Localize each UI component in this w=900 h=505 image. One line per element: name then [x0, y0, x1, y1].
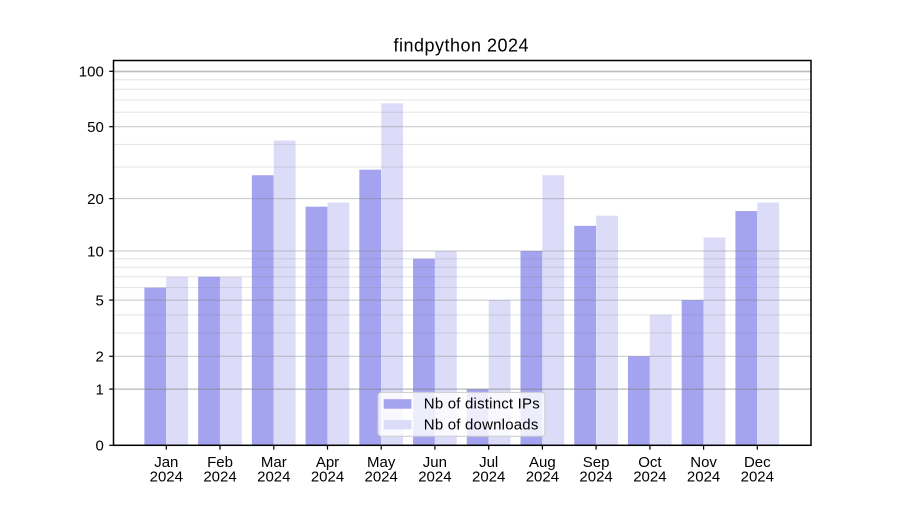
svg-text:2024: 2024 [741, 469, 774, 486]
svg-text:Jan: Jan [154, 454, 178, 471]
svg-text:10: 10 [87, 243, 104, 260]
svg-text:2024: 2024 [203, 469, 236, 486]
svg-text:Sep: Sep [583, 454, 610, 471]
svg-text:Apr: Apr [316, 454, 339, 471]
svg-text:2024: 2024 [311, 469, 344, 486]
svg-text:2024: 2024 [472, 469, 505, 486]
svg-text:2024: 2024 [687, 469, 720, 486]
svg-text:0: 0 [95, 438, 103, 455]
svg-text:2024: 2024 [150, 469, 183, 486]
svg-text:Nov: Nov [690, 454, 717, 471]
svg-text:Nb of downloads: Nb of downloads [424, 416, 539, 433]
svg-text:100: 100 [79, 64, 104, 81]
svg-text:2024: 2024 [257, 469, 290, 486]
svg-text:Aug: Aug [529, 454, 556, 471]
svg-text:2024: 2024 [365, 469, 398, 486]
svg-text:Oct: Oct [638, 454, 662, 471]
svg-text:5: 5 [95, 292, 103, 309]
svg-text:Feb: Feb [207, 454, 233, 471]
svg-text:20: 20 [87, 191, 104, 208]
svg-text:2024: 2024 [418, 469, 451, 486]
svg-text:Nb of distinct IPs: Nb of distinct IPs [424, 396, 540, 413]
svg-text:Mar: Mar [261, 454, 287, 471]
svg-text:2024: 2024 [633, 469, 666, 486]
svg-text:Jun: Jun [423, 454, 447, 471]
svg-text:2024: 2024 [526, 469, 559, 486]
svg-text:Dec: Dec [744, 454, 771, 471]
svg-text:2024: 2024 [579, 469, 612, 486]
svg-text:2: 2 [95, 349, 103, 366]
svg-text:50: 50 [87, 119, 104, 136]
svg-text:May: May [367, 454, 396, 471]
svg-text:Jul: Jul [479, 454, 498, 471]
svg-text:1: 1 [95, 381, 103, 398]
svg-text:findpython 2024: findpython 2024 [393, 36, 529, 56]
